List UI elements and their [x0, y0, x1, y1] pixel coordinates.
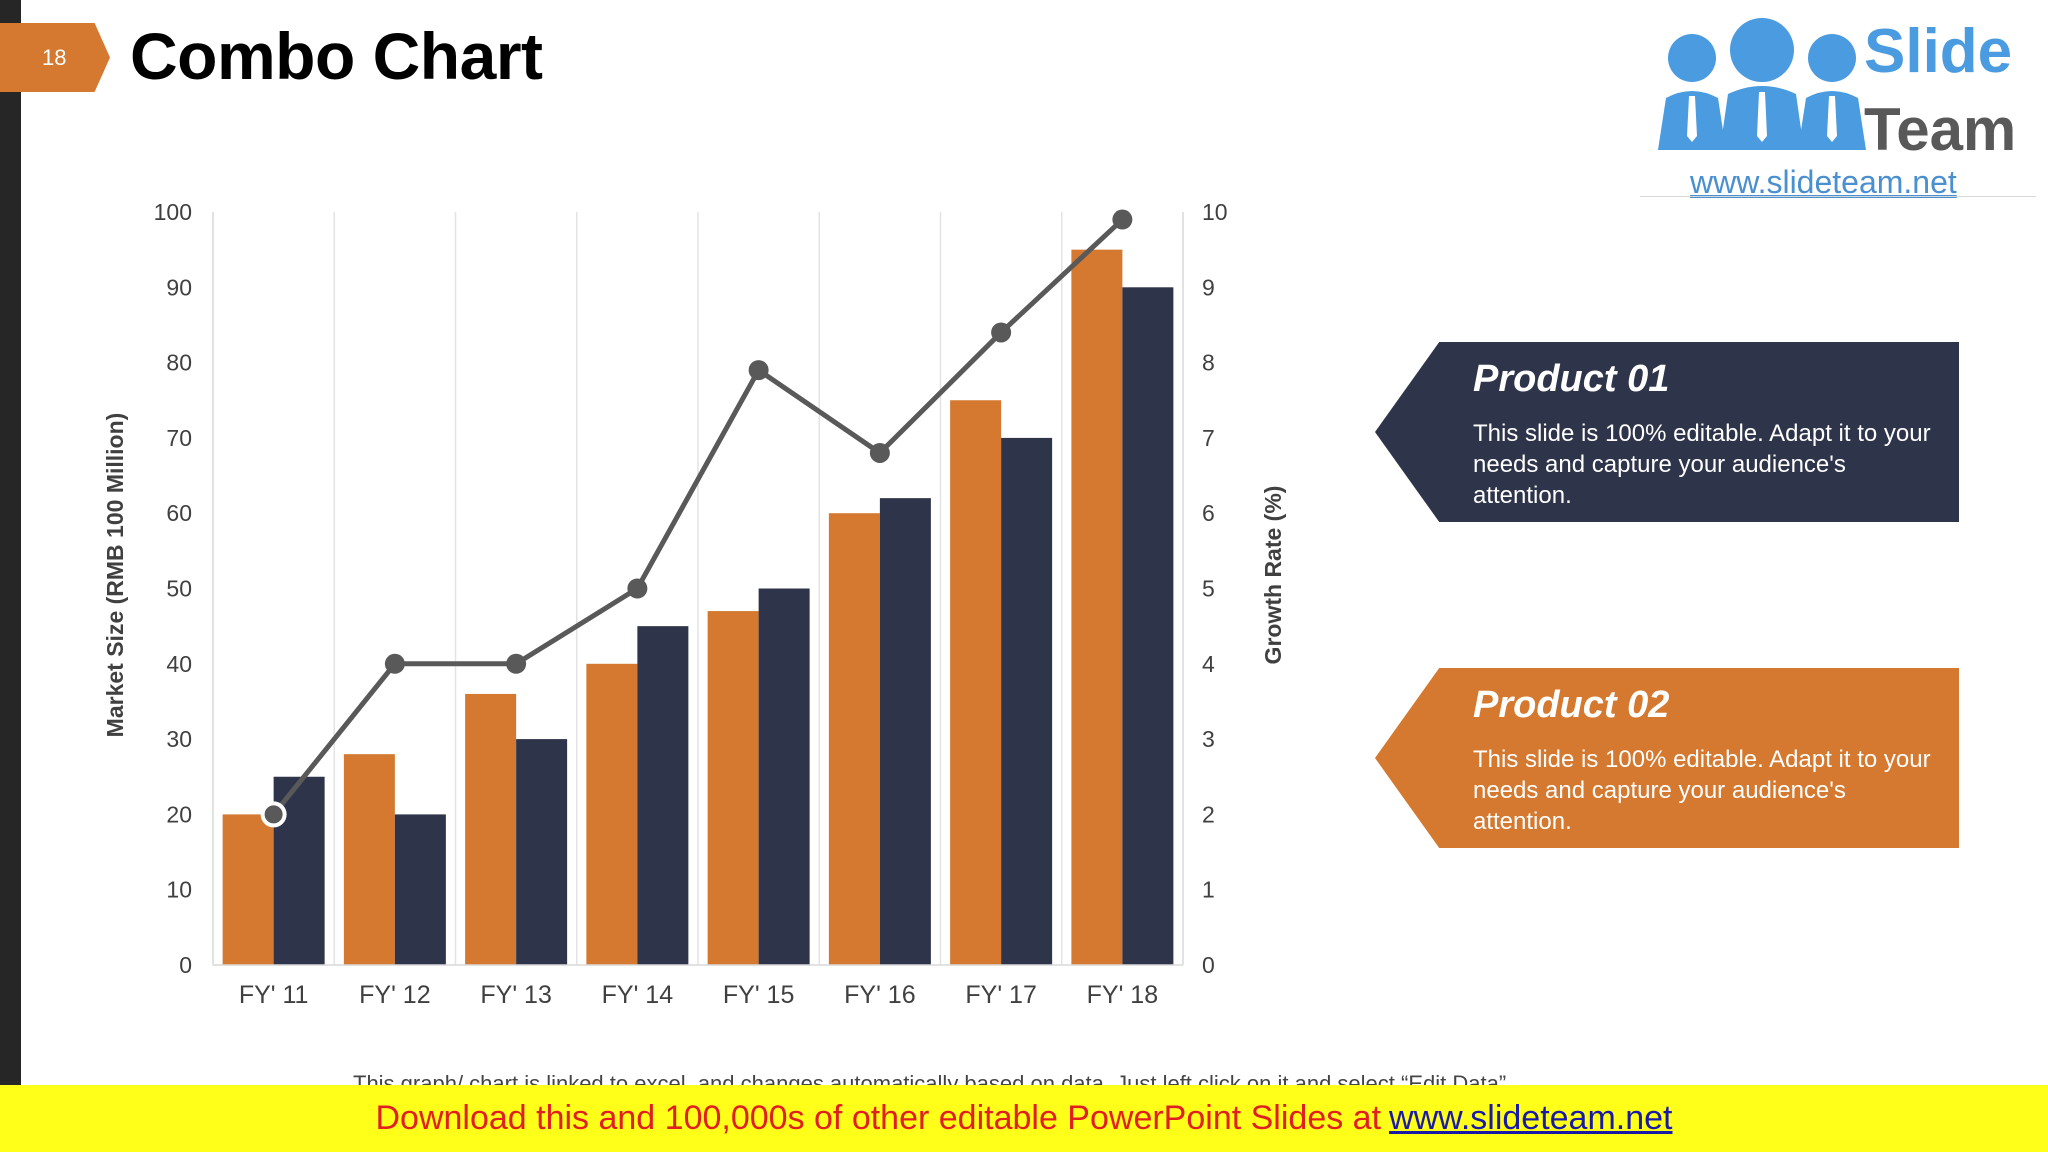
bar: [1071, 249, 1123, 965]
slide-number: 18: [42, 44, 67, 70]
y2-tick-label: 6: [1202, 500, 1215, 526]
y2-tick-label: 0: [1202, 952, 1215, 978]
logo-url-link[interactable]: www.slideteam.net: [1690, 164, 1957, 200]
callout-shape: [1375, 342, 1959, 522]
callout-product-02: Product 02 This slide is 100% editable. …: [1375, 668, 1959, 848]
left-edge-bar: [0, 0, 21, 1085]
slideteam-logo: Slide Team: [1658, 17, 2016, 163]
bar: [879, 498, 931, 965]
x-tick-label: FY' 13: [480, 981, 551, 1009]
bar: [707, 611, 759, 965]
bar: [516, 739, 568, 965]
callout-shape: [1375, 668, 1959, 848]
chart-labels: 0 10 20 30 40 50 60 70 80 90 100 0 1 2 3 4 5 6 7 8 9 10 FY' 11…: [102, 199, 1286, 1009]
chart-axes: [212, 212, 1184, 966]
logo-word-slide: Slide: [1864, 17, 2012, 86]
bar: [394, 814, 446, 965]
slide-title: Combo Chart: [130, 19, 543, 93]
x-tick-label: FY' 16: [844, 981, 915, 1009]
line-point: [506, 653, 527, 674]
y2-tick-label: 2: [1202, 801, 1215, 827]
bar: [1001, 437, 1053, 965]
banner-link[interactable]: www.slideteam.net: [1389, 1099, 1673, 1137]
y2-tick-label: 7: [1202, 425, 1215, 451]
chart-grid: [333, 212, 1063, 965]
y-axis-title: Market Size (RMB 100 Million): [102, 413, 128, 738]
bar: [950, 400, 1002, 965]
x-tick-label: FY' 17: [965, 981, 1036, 1009]
logo-divider: [1640, 196, 2036, 197]
y-tick-label: 10: [166, 877, 192, 903]
line-point: [748, 360, 769, 381]
growth-line-path: [271, 217, 1125, 816]
x-tick-label: FY' 12: [359, 981, 430, 1009]
callout-heading: Product 01: [1473, 358, 1670, 400]
callout-heading: Product 02: [1473, 684, 1670, 726]
bar: [343, 754, 395, 965]
line-point: [869, 442, 890, 463]
people-group-icon: [1658, 18, 1866, 150]
y-tick-label: 50: [166, 576, 192, 602]
bar: [1122, 287, 1174, 965]
y-tick-label: 100: [154, 199, 192, 225]
slide-number-badge: 18: [0, 23, 110, 92]
y-tick-label: 0: [179, 952, 192, 978]
line-point: [384, 653, 405, 674]
banner-text: Download this and 100,000s of other edit…: [375, 1099, 1382, 1137]
x-tick-label: FY' 11: [239, 981, 309, 1009]
y2-tick-label: 5: [1202, 576, 1215, 602]
line-point: [1112, 209, 1133, 230]
y2-tick-label: 9: [1202, 274, 1215, 300]
x-tick-label: FY' 15: [723, 981, 794, 1009]
chart-bars: [222, 249, 1174, 965]
y-tick-label: 80: [166, 350, 192, 376]
download-banner: Download this and 100,000s of other edit…: [0, 1085, 2048, 1152]
y2-tick-label: 1: [1202, 877, 1215, 903]
y-tick-label: 70: [166, 425, 192, 451]
x-tick-label: FY' 18: [1087, 981, 1158, 1009]
y2-tick-label: 4: [1202, 651, 1215, 677]
x-tick-label: FY' 14: [602, 981, 674, 1009]
y-tick-label: 90: [166, 274, 192, 300]
growth-line: [260, 209, 1133, 828]
combo-chart: 0 10 20 30 40 50 60 70 80 90 100 0 1 2 3 4 5 6 7 8 9 10 FY' 11…: [102, 199, 1286, 1009]
bar: [758, 588, 810, 965]
y2-tick-label: 3: [1202, 726, 1215, 752]
bar: [828, 513, 880, 965]
y-tick-label: 40: [166, 651, 192, 677]
y2-tick-label: 10: [1202, 199, 1228, 225]
bar: [637, 626, 689, 965]
bar: [586, 663, 638, 965]
line-point: [991, 322, 1012, 343]
bar: [465, 693, 517, 965]
y2-axis-title: Growth Rate (%): [1260, 486, 1286, 665]
logo-word-team: Team: [1864, 96, 2016, 163]
callout-body: This slide is 100% editable. Adapt it to…: [1473, 420, 1931, 509]
y2-tick-label: 8: [1202, 350, 1215, 376]
y-tick-label: 20: [166, 801, 192, 827]
line-point: [627, 578, 648, 599]
y-tick-label: 60: [166, 500, 192, 526]
callout-body: This slide is 100% editable. Adapt it to…: [1473, 746, 1931, 835]
bar: [222, 814, 274, 965]
y-tick-label: 30: [166, 726, 192, 752]
callout-product-01: Product 01 This slide is 100% editable. …: [1375, 342, 1959, 522]
line-point: [260, 801, 287, 828]
